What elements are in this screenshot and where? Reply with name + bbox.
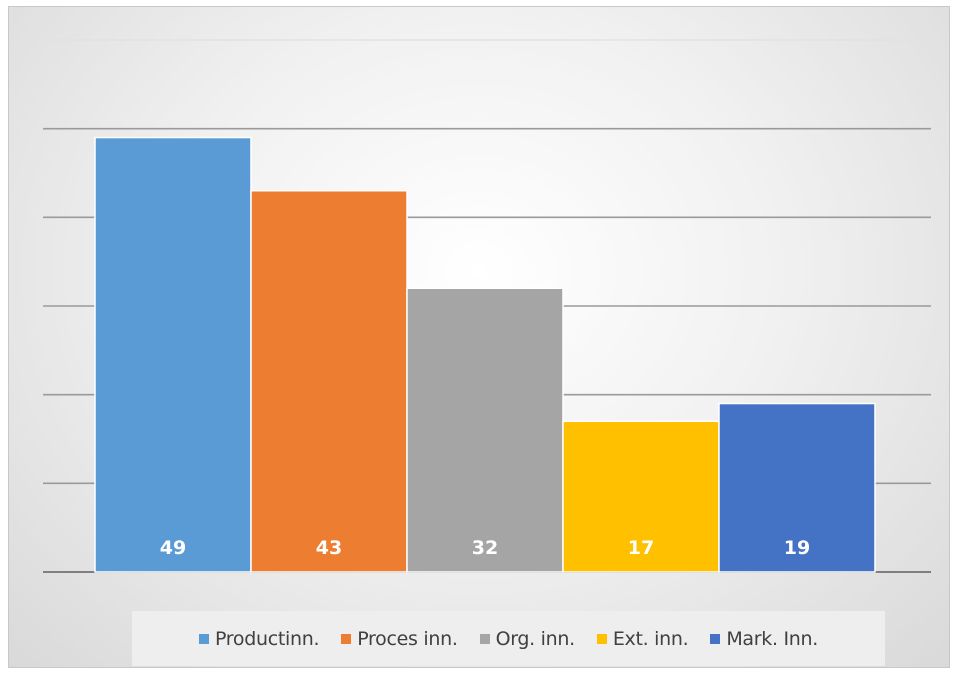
bar-4 — [718, 402, 876, 573]
legend-swatch — [596, 633, 607, 644]
legend-label: Productinn. — [214, 627, 320, 650]
bar-2 — [406, 287, 564, 573]
legend-swatch — [710, 633, 721, 644]
legend-label: Org. inn. — [495, 627, 576, 650]
bar-3 — [562, 420, 720, 573]
data-label-4: 19 — [784, 537, 810, 559]
legend-item-1: Proces inn. — [341, 627, 458, 650]
legend-swatch — [341, 633, 352, 644]
legend: Productinn. Proces inn. Org. inn. Ext. inn.… — [132, 611, 885, 666]
bar-chart: 49 43 32 17 19 — [43, 39, 931, 573]
legend-swatch — [479, 633, 490, 644]
legend-label: Proces inn. — [357, 627, 458, 650]
legend-item-3: Ext. inn. — [596, 627, 689, 650]
legend-item-4: Mark. Inn. — [710, 628, 818, 650]
legend-label: Ext. inn. — [612, 627, 689, 650]
data-label-2: 32 — [472, 537, 498, 559]
data-label-0: 49 — [160, 537, 186, 559]
data-labels: 49 43 32 17 19 — [160, 537, 810, 559]
legend-item-2: Org. inn. — [479, 627, 576, 650]
data-label-3: 17 — [628, 537, 654, 559]
bars — [94, 136, 876, 573]
data-label-1: 43 — [316, 537, 342, 559]
legend-label: Mark. Inn. — [726, 627, 818, 650]
legend-swatch — [198, 633, 209, 644]
legend-item-0: Productinn. — [198, 627, 320, 650]
chart-frame: 49 43 32 17 19 Productinn. Proces inn. Org. in… — [8, 6, 950, 668]
bar-1 — [250, 189, 408, 573]
bar-0 — [94, 136, 252, 573]
